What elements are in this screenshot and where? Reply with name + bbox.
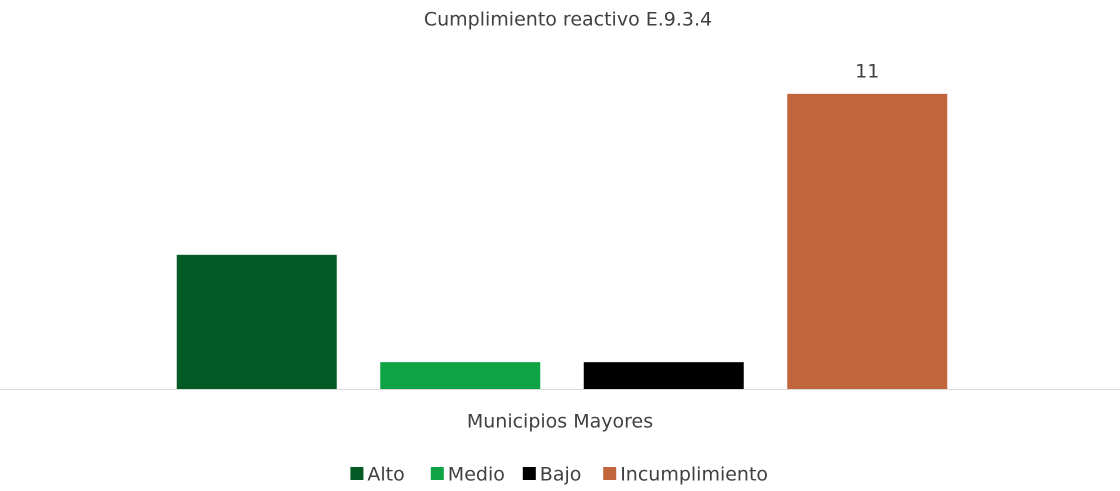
bar — [380, 362, 541, 389]
legend-label: Bajo — [540, 464, 582, 486]
legend-swatch — [350, 467, 364, 480]
data-label: 11 — [855, 60, 879, 82]
legend-label: Incumplimiento — [620, 464, 768, 486]
legend-swatch — [430, 467, 444, 480]
bar — [787, 93, 948, 389]
x-tick-label: Municipios Mayores — [467, 411, 653, 433]
legend-swatch — [603, 467, 617, 480]
legend-swatch — [522, 467, 536, 480]
bar — [583, 362, 744, 389]
bar — [176, 254, 337, 389]
chart-title: Cumplimiento reactivo E.9.3.4 — [424, 9, 712, 31]
legend-label: Alto — [367, 464, 404, 486]
legend-label: Medio — [448, 464, 505, 486]
